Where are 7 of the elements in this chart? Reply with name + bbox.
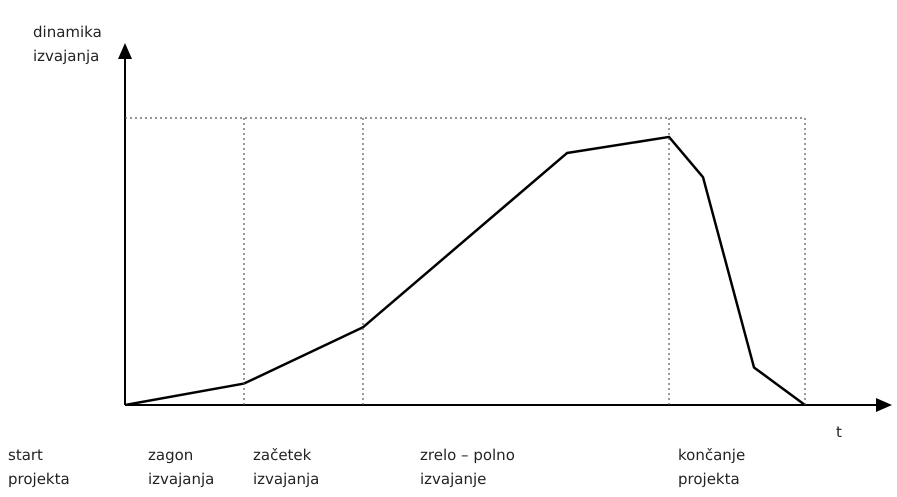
text: končanje projekta <box>678 445 746 490</box>
text: zagon izvajanja <box>148 445 216 490</box>
text: začetek izvajanja <box>253 445 320 490</box>
x-axis-title: t <box>836 422 842 443</box>
y-axis-title: dinamika izvajanja <box>33 22 103 67</box>
text: start projekta <box>8 445 71 490</box>
text: zrelo – polno izvajanje <box>420 445 516 490</box>
